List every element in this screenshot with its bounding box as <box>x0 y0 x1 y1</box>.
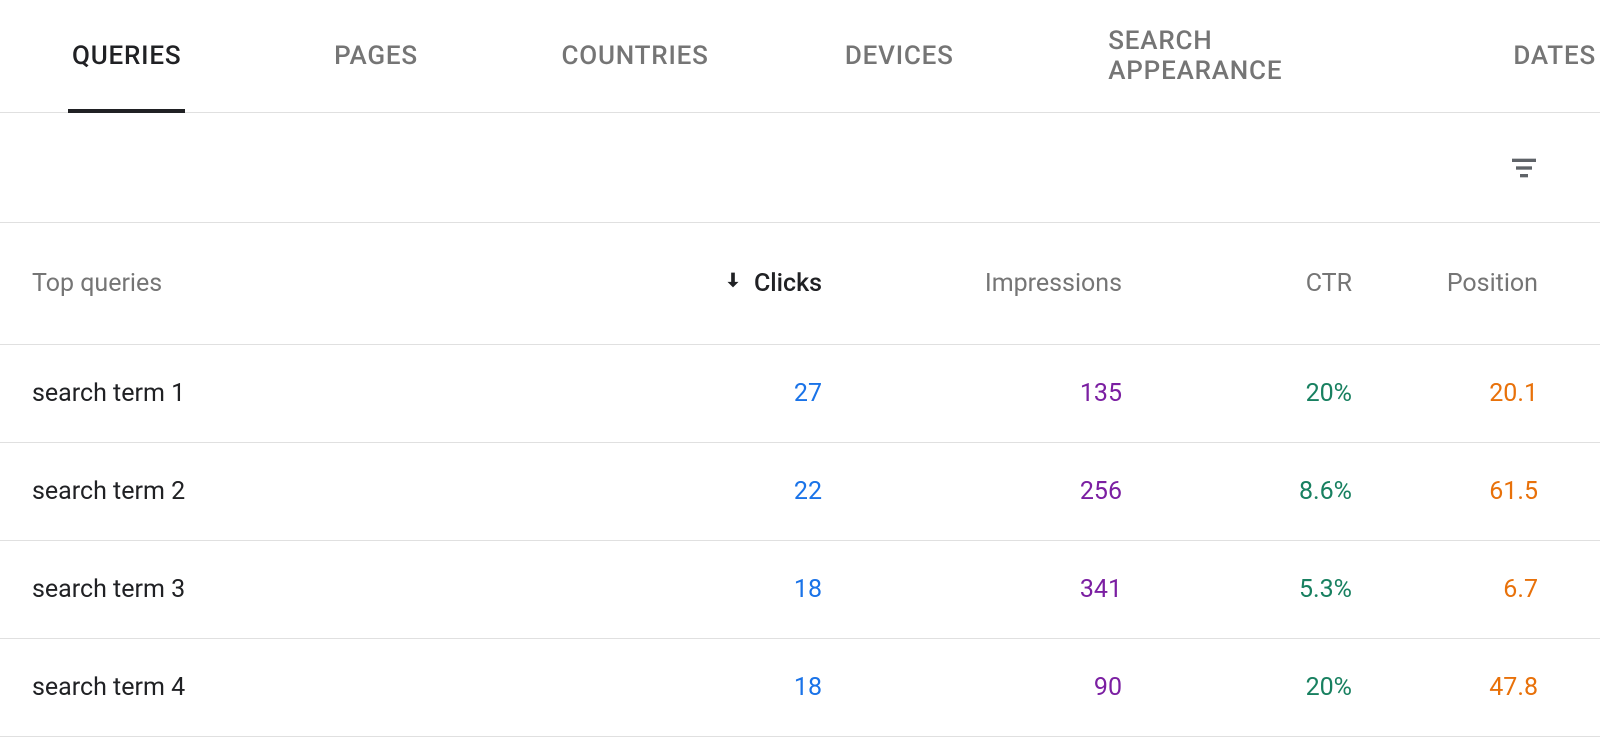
cell-impressions: 135 <box>822 379 1122 408</box>
column-header-position[interactable]: Position <box>1352 269 1568 298</box>
tabs-bar: QUERIES PAGES COUNTRIES DEVICES SEARCH A… <box>0 0 1600 113</box>
table-row[interactable]: search term 4 18 90 20% 47.8 <box>0 639 1600 737</box>
table-row[interactable]: search term 2 22 256 8.6% 61.5 <box>0 443 1600 541</box>
cell-position: 6.7 <box>1352 575 1568 604</box>
cell-query: search term 4 <box>32 673 632 702</box>
tab-countries[interactable]: COUNTRIES <box>557 0 712 113</box>
column-header-impressions[interactable]: Impressions <box>822 269 1122 298</box>
cell-clicks: 27 <box>632 379 822 408</box>
sort-arrow-down-icon <box>722 269 744 298</box>
cell-impressions: 341 <box>822 575 1122 604</box>
filter-bar <box>0 113 1600 223</box>
column-header-ctr[interactable]: CTR <box>1122 269 1352 298</box>
cell-impressions: 90 <box>822 673 1122 702</box>
cell-ctr: 20% <box>1122 379 1352 408</box>
cell-position: 47.8 <box>1352 673 1568 702</box>
column-header-query[interactable]: Top queries <box>32 269 632 298</box>
filter-icon[interactable] <box>1508 152 1540 184</box>
tab-queries[interactable]: QUERIES <box>68 0 185 113</box>
tab-dates[interactable]: DATES <box>1509 0 1600 113</box>
tab-pages[interactable]: PAGES <box>330 0 422 113</box>
cell-ctr: 5.3% <box>1122 575 1352 604</box>
cell-clicks: 22 <box>632 477 822 506</box>
cell-ctr: 20% <box>1122 673 1352 702</box>
cell-impressions: 256 <box>822 477 1122 506</box>
cell-position: 61.5 <box>1352 477 1568 506</box>
cell-query: search term 1 <box>32 379 632 408</box>
cell-query: search term 2 <box>32 477 632 506</box>
cell-ctr: 8.6% <box>1122 477 1352 506</box>
cell-clicks: 18 <box>632 575 822 604</box>
cell-clicks: 18 <box>632 673 822 702</box>
queries-table: Top queries Clicks Impressions CTR Posit… <box>0 223 1600 737</box>
table-row[interactable]: search term 3 18 341 5.3% 6.7 <box>0 541 1600 639</box>
cell-query: search term 3 <box>32 575 632 604</box>
cell-position: 20.1 <box>1352 379 1568 408</box>
column-header-clicks-label: Clicks <box>754 269 822 298</box>
tab-search-appearance[interactable]: SEARCH APPEARANCE <box>1104 0 1374 113</box>
table-row[interactable]: search term 1 27 135 20% 20.1 <box>0 345 1600 443</box>
column-header-clicks[interactable]: Clicks <box>632 269 822 298</box>
tab-devices[interactable]: DEVICES <box>841 0 958 113</box>
table-header: Top queries Clicks Impressions CTR Posit… <box>0 223 1600 345</box>
